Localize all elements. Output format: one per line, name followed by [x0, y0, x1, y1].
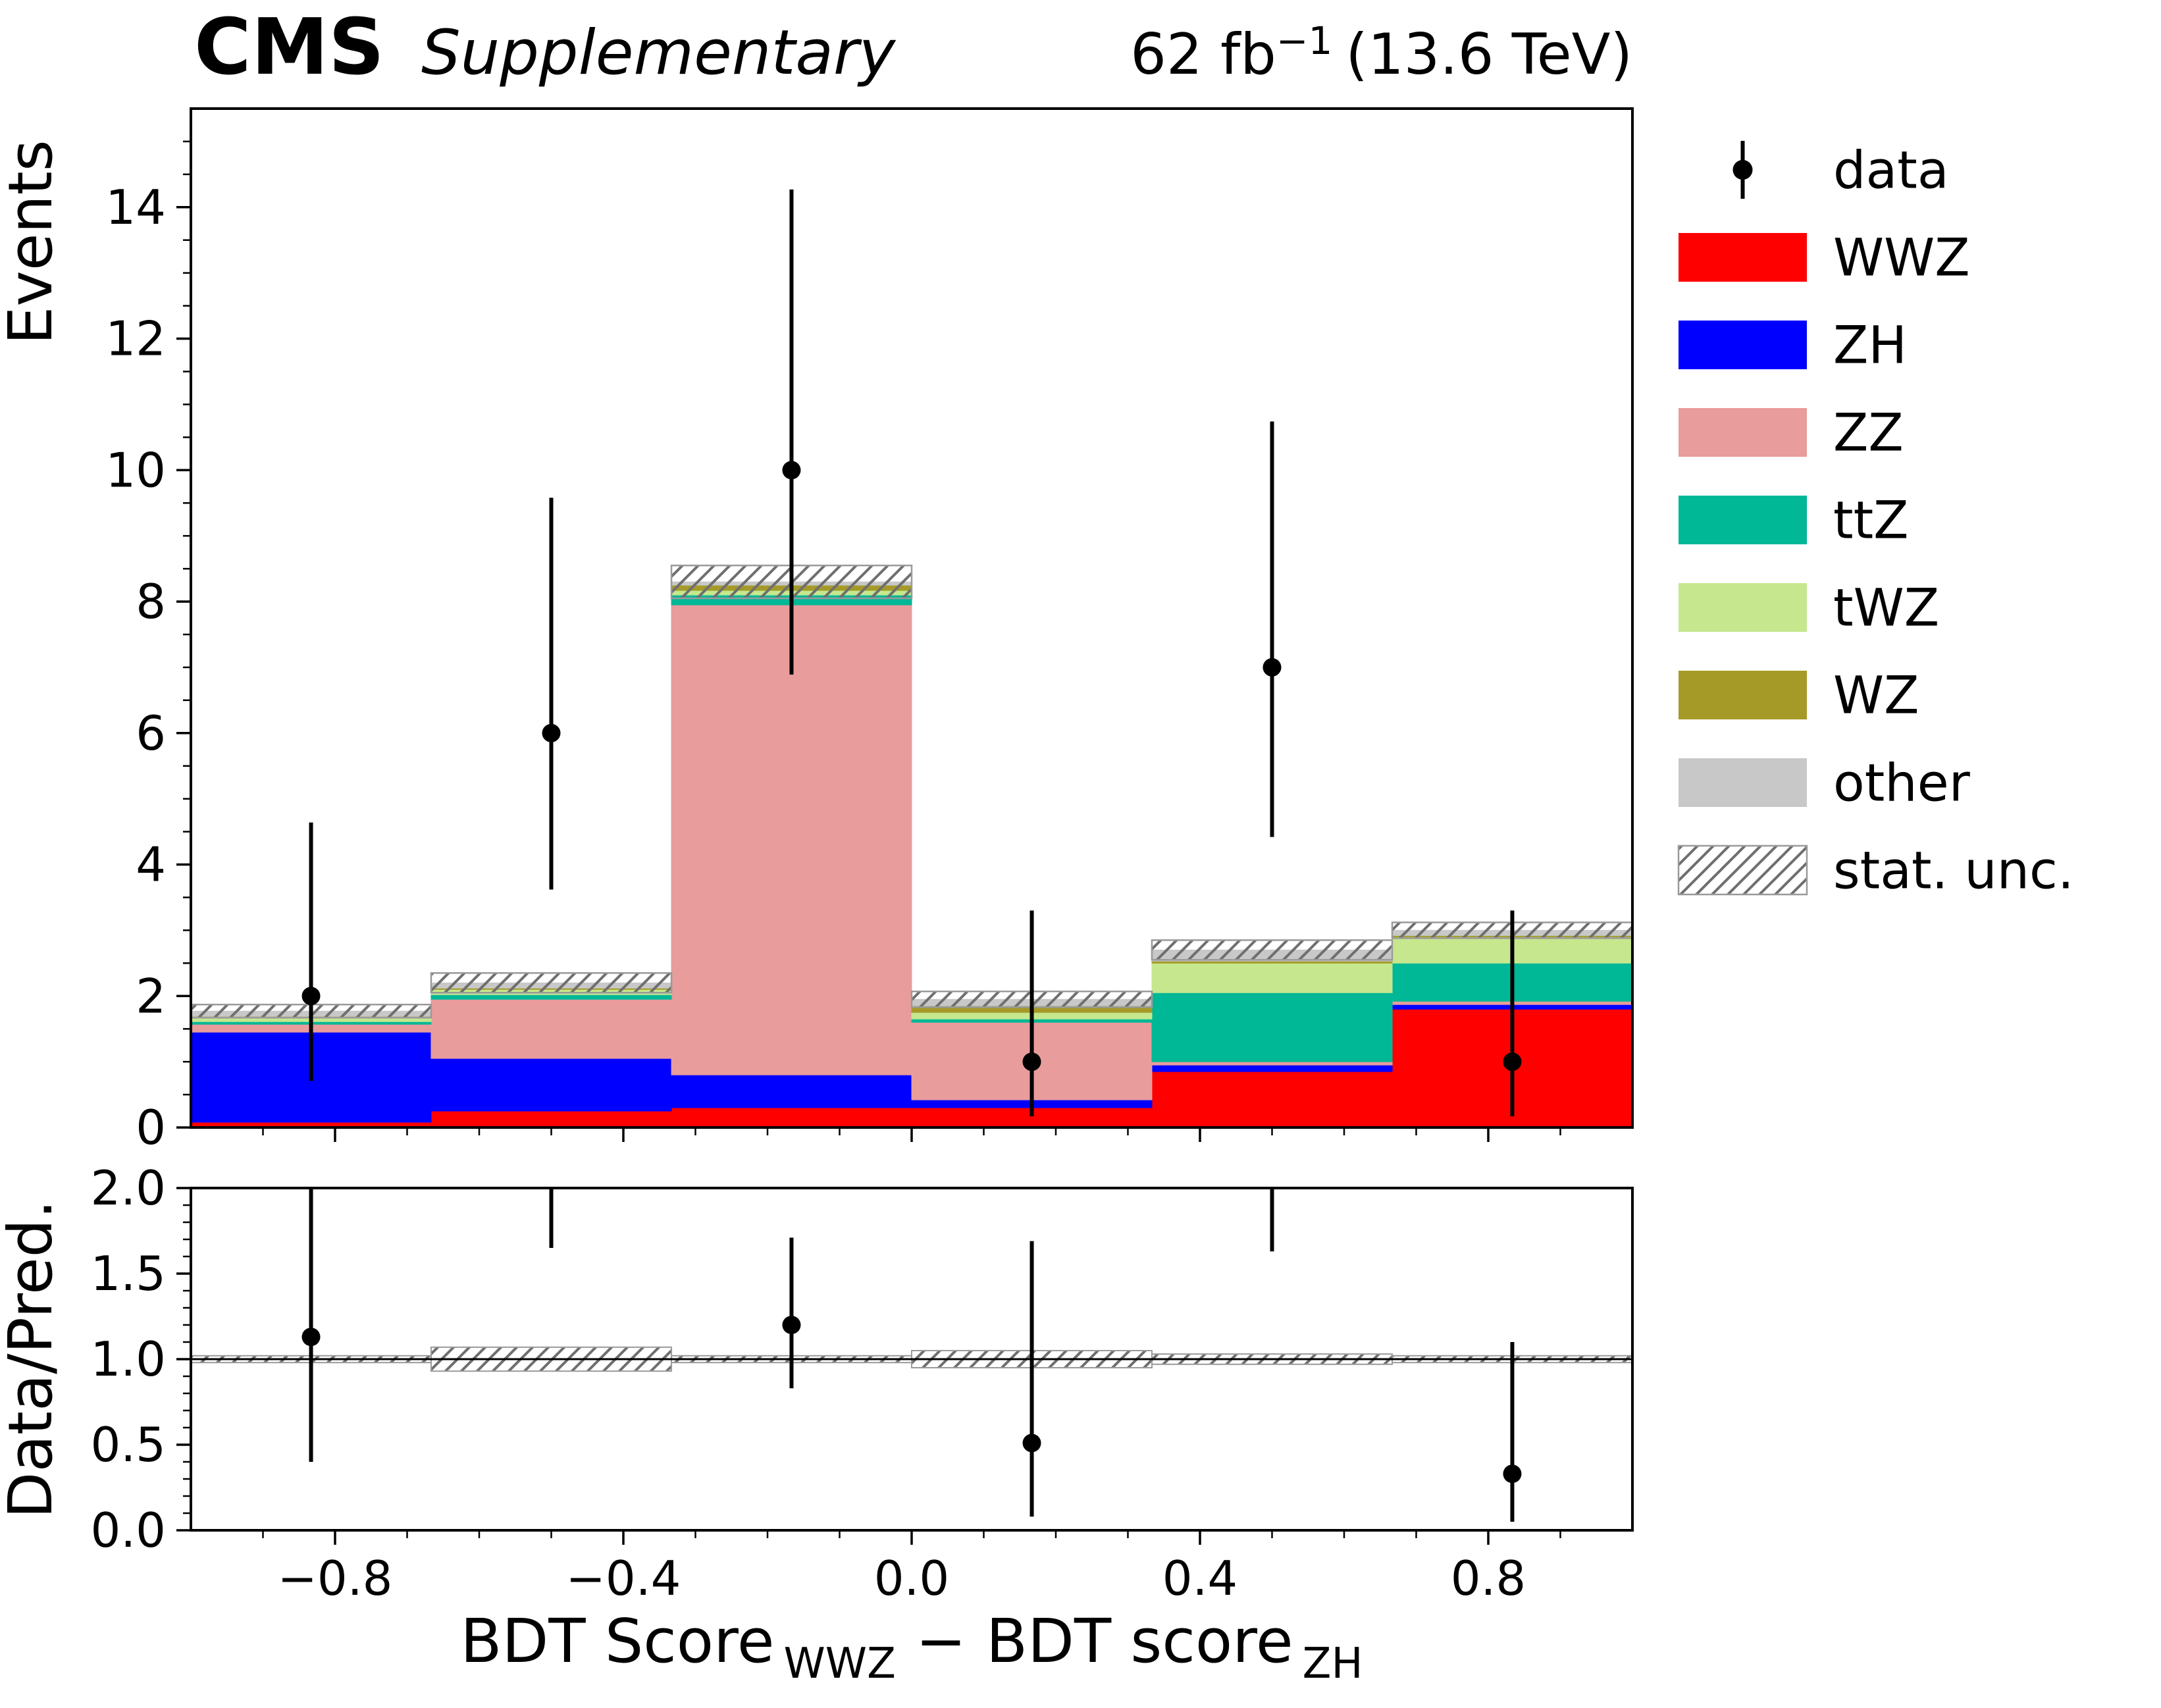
bar-ttz-bin2: [430, 994, 672, 1000]
legend-swatch-twz: [1679, 583, 1807, 632]
legend-item-zz: ZZ: [1679, 403, 1904, 463]
legend-swatch-wwz: [1679, 233, 1807, 282]
data-point-bin6: [1503, 1052, 1522, 1072]
data-point-bin3: [782, 461, 801, 480]
legend-swatch-zz: [1679, 408, 1807, 457]
legend-label-ttz: ttZ: [1833, 491, 1909, 550]
legend-label-wwz: WWZ: [1833, 228, 1970, 288]
y-tick-label: 8: [136, 574, 166, 629]
legend-label-zz: ZZ: [1833, 403, 1904, 463]
ratio-point-bin4: [1022, 1434, 1041, 1453]
legend-swatch-wz: [1679, 671, 1807, 719]
data-point-bin5: [1263, 658, 1282, 677]
bar-ttz-bin5: [1151, 992, 1393, 1062]
legend-label-zh: ZH: [1833, 316, 1907, 375]
x-tick-label: −0.4: [566, 1551, 681, 1606]
ratio-data-points: [301, 1188, 1522, 1522]
y-tick-label: 0: [136, 1100, 166, 1155]
legend-swatch-zh: [1679, 321, 1807, 369]
y-tick-label: 12: [105, 311, 166, 367]
lumi-label: 62 fb−1 (13.6 TeV): [1130, 18, 1632, 88]
legend-label-twz: tWZ: [1833, 579, 1939, 638]
stacked-bars-layer: [190, 564, 1634, 1128]
bar-zh-bin2: [430, 1058, 672, 1112]
legend-label-data: data: [1833, 141, 1949, 200]
x-axis-title: BDT Score WWZ − BDT score ZH: [460, 1606, 1363, 1688]
bar-zh-bin5: [1151, 1064, 1393, 1072]
x-tick-label: 0.0: [874, 1551, 950, 1606]
axes-layer: −0.8 −0.4 0.0 0.4 0.8 0 2 4 6 8 10 12 14 0.0 0.5 1.0 1.5…: [90, 107, 1634, 1606]
bar-wwz-bin2: [430, 1110, 672, 1128]
legend-label-stat-unc: stat. unc.: [1833, 841, 2074, 900]
ratio-y-tick-label: 2.0: [90, 1160, 166, 1216]
bar-zz-bin5: [1151, 1061, 1393, 1066]
ratio-y-tick-label: 1.0: [90, 1332, 166, 1387]
bar-zz-bin2: [430, 998, 672, 1059]
supplementary-label: Supplementary: [421, 17, 897, 89]
cms-label: CMS: [194, 1, 384, 92]
legend-swatch-ttz: [1679, 496, 1807, 544]
legend-item-stat-unc: stat. unc.: [1677, 841, 2074, 900]
x-tick-label: −0.8: [278, 1551, 393, 1606]
legend-item-other: other: [1679, 754, 1971, 813]
bar-wwz-bin5: [1151, 1071, 1393, 1128]
legend-item-wz: WZ: [1679, 666, 1919, 725]
x-tick-label: 0.4: [1162, 1551, 1238, 1606]
legend-item-wwz: WWZ: [1679, 228, 1970, 288]
legend-label-other: other: [1833, 754, 1971, 813]
data-point-bin2: [542, 723, 561, 742]
top-data-points: [301, 189, 1522, 1117]
stat-unc-band-bin2: [430, 972, 673, 994]
legend-item-data: data: [1732, 141, 1949, 200]
legend: data WWZ ZH ZZ ttZ tWZ WZ other stat. unc.: [1677, 141, 2074, 900]
legend-item-zh: ZH: [1679, 316, 1907, 375]
legend-swatch-stat-unc: [1677, 844, 1808, 896]
legend-item-ttz: ttZ: [1679, 491, 1909, 550]
y-tick-label: 10: [105, 442, 166, 498]
data-point-bin4: [1022, 1052, 1041, 1072]
y-tick-label: 14: [105, 180, 166, 235]
ratio-point-bin1: [301, 1328, 321, 1347]
bar-zz-bin3: [671, 604, 912, 1075]
events-axis-title: Events: [0, 140, 66, 345]
bar-wwz-bin3: [671, 1107, 912, 1128]
bar-twz-bin5: [1151, 962, 1393, 993]
ratio-panel-layer: [190, 1346, 1634, 1372]
ratio-axis-title: Data/Pred.: [0, 1200, 66, 1519]
ratio-y-tick-label: 1.5: [90, 1246, 166, 1301]
legend-label-wz: WZ: [1833, 666, 1919, 725]
ratio-y-tick-label: 0.5: [90, 1417, 166, 1472]
bar-zh-bin3: [671, 1074, 912, 1108]
legend-data-marker-icon: [1732, 160, 1753, 180]
y-tick-label: 4: [136, 837, 166, 893]
x-tick-label: 0.8: [1451, 1551, 1526, 1606]
ratio-point-bin3: [782, 1316, 801, 1334]
data-point-bin1: [301, 987, 321, 1006]
ratio-y-tick-label: 0.0: [90, 1503, 166, 1558]
legend-item-twz: tWZ: [1679, 579, 1939, 638]
y-tick-label: 6: [136, 706, 166, 761]
legend-swatch-other: [1679, 758, 1807, 807]
y-tick-label: 2: [136, 968, 166, 1023]
data-points-layer: [301, 189, 1522, 1522]
ratio-point-bin6: [1503, 1464, 1522, 1484]
stat-unc-band-bin5: [1151, 939, 1393, 961]
